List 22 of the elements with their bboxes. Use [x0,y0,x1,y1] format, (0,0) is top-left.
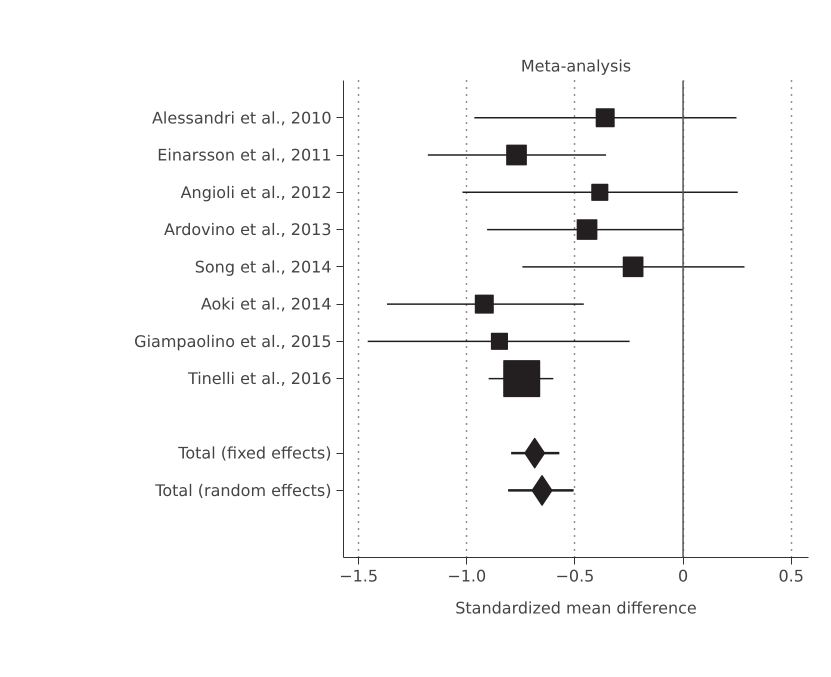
y-tick-label: Total (random effects) [154,480,332,500]
x-tick-label: 0.5 [778,566,804,586]
y-tick-label: Angioli et al., 2012 [180,182,332,202]
x-axis-title: Standardized mean difference [455,598,697,618]
y-tick-label: Ardovino et al., 2013 [164,220,332,240]
point [506,144,527,166]
x-tick-label: 0 [678,566,688,586]
point [596,108,615,128]
x-tick-label: −1.0 [447,566,486,586]
x-tick-label: −1.5 [339,566,378,586]
point [576,219,598,240]
chart-title: Meta-analysis [520,56,632,76]
point [474,294,494,314]
y-tick-label: Giampaolino et al., 2015 [134,332,332,351]
y-tick-label: Alessandri et al., 2010 [152,108,332,128]
point [622,256,644,278]
y-tick-label: Song et al., 2014 [194,257,332,276]
y-tick-label: Tinelli et al., 2016 [186,369,332,388]
y-tick-label: Aoki et al., 2014 [200,294,332,314]
x-tick-label: −0.5 [555,566,594,586]
y-tick-label: Total (fixed effects) [177,444,332,463]
y-tick-label: Einarsson et al., 2011 [157,146,332,165]
